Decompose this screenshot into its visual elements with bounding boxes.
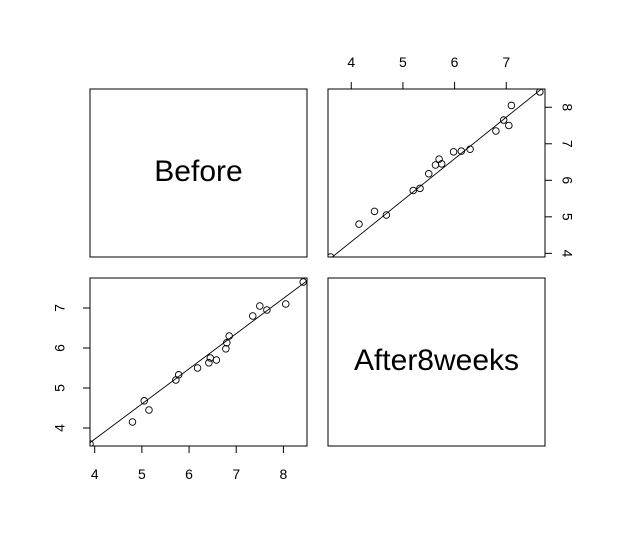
scatter-point xyxy=(174,371,183,379)
bottom-axis-tick-label: 6 xyxy=(185,466,193,482)
scatter-point xyxy=(449,148,458,156)
scatter-point xyxy=(382,211,391,219)
top-axis-tick-label: 4 xyxy=(347,54,355,70)
bottom-axis-tick-label: 5 xyxy=(138,466,146,482)
scatter-point xyxy=(205,359,213,367)
scatter-point xyxy=(437,160,446,168)
right-axis-tick-label: 8 xyxy=(559,103,575,111)
diagonal-label-before: Before xyxy=(154,155,242,188)
right-y-axis: 4 5 6 7 8 xyxy=(544,103,575,257)
top-axis-tick-label: 5 xyxy=(399,54,407,70)
scatter-point xyxy=(299,278,307,286)
left-axis-tick-label: 5 xyxy=(52,384,68,392)
right-axis-tick-label: 7 xyxy=(559,140,575,148)
fit-line xyxy=(90,280,307,444)
scatter-panel-after-vs-before xyxy=(328,89,544,257)
scatter-point xyxy=(492,127,500,135)
left-y-axis: 4 5 6 7 xyxy=(52,304,91,432)
scatter-point xyxy=(263,306,271,314)
scatter-point xyxy=(505,121,513,130)
bottom-axis-tick-label: 4 xyxy=(91,466,99,482)
scatter-point xyxy=(431,161,440,169)
scatter-point xyxy=(256,302,264,310)
right-axis-tick-label: 5 xyxy=(559,213,575,221)
scatter-point xyxy=(193,364,202,372)
top-axis-tick-label: 7 xyxy=(502,54,510,70)
scatter-point xyxy=(499,116,508,124)
scatter-point xyxy=(466,145,474,154)
scatter-point xyxy=(222,345,230,353)
scatter-point xyxy=(223,339,231,347)
left-axis-tick-label: 4 xyxy=(52,424,68,432)
scatter-point xyxy=(355,220,363,228)
scatter-point xyxy=(507,101,516,110)
scatter-point xyxy=(328,253,335,257)
scatter-point xyxy=(409,186,418,195)
scatter-point xyxy=(145,406,153,414)
scatter-point xyxy=(370,207,379,216)
diagonal-label-after8weeks: After8weeks xyxy=(354,344,519,377)
top-x-axis: 4 5 6 7 xyxy=(347,54,510,90)
scatter-point xyxy=(140,397,148,405)
scatter-point xyxy=(457,147,466,155)
scatter-point xyxy=(212,356,221,364)
scatter-point xyxy=(128,418,137,426)
panel-frame-bottom-right xyxy=(327,277,546,447)
bottom-x-axis: 4 5 6 7 8 xyxy=(91,445,288,482)
left-axis-tick-label: 7 xyxy=(52,304,68,312)
top-axis-tick-label: 6 xyxy=(451,54,459,70)
fit-line xyxy=(331,89,543,257)
scatter-point xyxy=(248,312,257,320)
scatter-point xyxy=(225,332,233,340)
bottom-axis-tick-label: 7 xyxy=(232,466,240,482)
panel-frame-top-left xyxy=(89,88,308,258)
left-axis-tick-label: 6 xyxy=(52,344,68,352)
right-axis-tick-label: 4 xyxy=(559,249,575,257)
scatter-point xyxy=(90,440,94,446)
scatter-point xyxy=(536,89,544,96)
scatter-panel-before-vs-after xyxy=(90,278,307,446)
scatter-point xyxy=(435,155,443,163)
scatter-point xyxy=(416,184,424,193)
scatter-point xyxy=(425,169,433,178)
scatter-point xyxy=(282,300,290,308)
right-axis-tick-label: 6 xyxy=(559,176,575,184)
bottom-axis-tick-label: 8 xyxy=(280,466,288,482)
